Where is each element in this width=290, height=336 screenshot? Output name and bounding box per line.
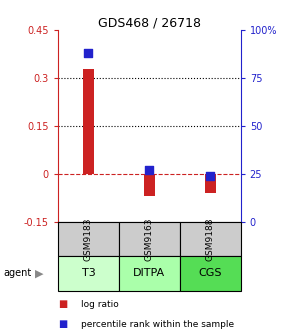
Text: ■: ■ [58, 319, 67, 329]
Bar [119, 256, 180, 291]
Text: agent: agent [3, 268, 31, 279]
Text: DITPA: DITPA [133, 268, 165, 279]
Point [147, 167, 152, 173]
Bar [180, 222, 241, 256]
Text: ■: ■ [58, 299, 67, 309]
Bar [119, 222, 180, 256]
Text: percentile rank within the sample: percentile rank within the sample [81, 320, 234, 329]
Point [86, 50, 91, 56]
Bar [205, 174, 216, 193]
Bar [180, 256, 241, 291]
Bar [144, 174, 155, 196]
Title: GDS468 / 26718: GDS468 / 26718 [98, 16, 201, 29]
Bar [58, 256, 119, 291]
Text: GSM9183: GSM9183 [84, 217, 93, 261]
Text: T3: T3 [81, 268, 95, 279]
Text: ▶: ▶ [35, 268, 43, 279]
Text: GSM9163: GSM9163 [145, 217, 154, 261]
Text: CGS: CGS [198, 268, 222, 279]
Point [208, 173, 213, 178]
Bar [83, 69, 94, 174]
Text: log ratio: log ratio [81, 300, 119, 308]
Bar [58, 222, 119, 256]
Text: GSM9188: GSM9188 [206, 217, 215, 261]
